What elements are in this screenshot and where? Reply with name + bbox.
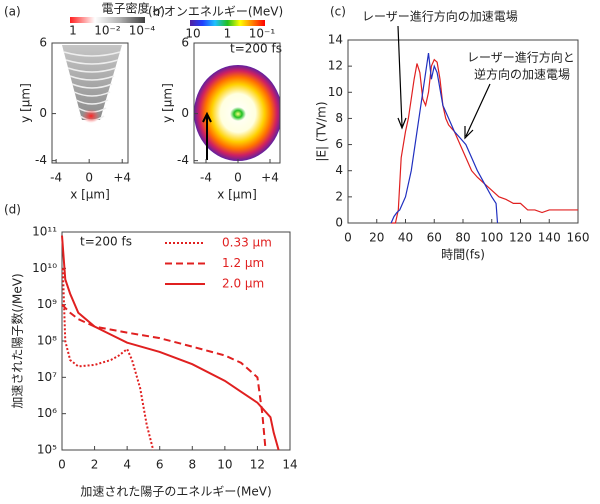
energy-core [230,107,246,121]
density-stripe [75,99,109,105]
y-tick-label: 8 [335,111,343,125]
x-tick-label: 20 [369,231,384,245]
colorbar-label: 10 [185,27,200,41]
density-stripe [65,59,119,65]
axes-frame [193,42,281,164]
y-tick-label: -4 [177,153,189,167]
x-axis-label: 時間(fs) [441,248,485,262]
arrow [202,111,212,160]
y-axis-label: |E| (TV/m) [315,101,329,161]
x-axis-label: x [μm] [217,188,257,202]
line-series [61,303,267,451]
x-tick-label: +4 [261,171,279,185]
colorbar-title: イオンエネルギー(MeV) [152,5,283,19]
x-tick-label: 8 [188,458,196,472]
panel-label: (a) [4,5,21,19]
legend-label: 1.2 μm [222,256,264,270]
panel-label: (b) [148,5,165,19]
density-stripe [71,83,113,89]
y-tick-label: 10⁷ [37,370,57,384]
density-stripe [63,51,121,57]
image-area [194,65,280,161]
legend-label: 0.33 μm [222,236,272,250]
x-tick-label: 4 [123,458,131,472]
x-tick-label: -4 [200,171,212,185]
y-tick-label: 0 [181,106,189,120]
density-blob [82,109,100,123]
y-tick-label: 14 [328,33,343,47]
density-stripe [73,91,111,97]
x-tick-label: 2 [91,458,99,472]
y-tick-label: 0 [39,106,47,120]
colorbar [190,20,265,26]
legend-label: 2.0 μm [222,277,264,291]
y-tick-label: 10¹⁰ [32,261,57,275]
annotation: レーザー進行方向の加速電場 [362,9,518,24]
colorbar-label: 1 [224,27,232,41]
x-tick-label: 14 [282,458,297,472]
x-tick-label: 80 [455,231,470,245]
y-tick-label: 0 [335,216,343,230]
density-stripe [67,67,117,73]
y-tick-label: 2 [335,189,343,203]
y-tick-label: 10¹¹ [32,225,57,239]
annotation: レーザー進行方向と [467,50,575,65]
x-tick-label: 40 [398,231,413,245]
x-tick-label: 100 [480,231,503,245]
colorbar-label: 1 [69,24,77,38]
y-tick-label: 6 [335,137,343,151]
x-tick-label: 140 [538,231,561,245]
line-series [390,52,499,224]
y-tick-label: 4 [335,163,343,177]
colorbar-label: 10⁻⁴ [129,24,156,38]
y-tick-label: 10⁹ [37,297,57,311]
annotation: t=200 fs [230,42,282,56]
colorbar [70,17,145,23]
y-tick-label: 12 [328,59,343,73]
x-tick-label: 12 [250,458,265,472]
colorbar-title: 電子密度 [101,1,149,16]
x-tick-label: 6 [156,458,164,472]
y-tick-label: 6 [181,36,189,50]
line-series [61,268,155,451]
y-tick-label: 10⁸ [37,334,57,348]
colorbar-label: 10⁻¹ [249,27,276,41]
x-tick-label: 0 [58,458,66,472]
y-tick-label: -4 [35,153,47,167]
image-area [58,45,122,160]
y-tick-label: 10⁵ [37,443,57,457]
x-tick-label: -4 [50,171,62,185]
y-axis-label: 加速された陽子数(/MeV) [10,273,25,408]
annotation: t=91 fs [82,145,126,159]
arrow [58,107,70,160]
x-tick-label: 0 [344,231,352,245]
x-axis-label: 加速された陽子のエネルギー(MeV) [80,485,271,499]
annotation: 逆方向の加速電場 [474,67,570,82]
y-tick-label: 10 [328,85,343,99]
x-tick-label: +4 [113,171,131,185]
y-tick-label: 6 [39,36,47,50]
arrow [464,83,491,140]
density-stripe [69,75,115,81]
line-series [61,235,280,451]
panel-label: (c) [330,5,346,19]
line-series [391,58,578,224]
x-axis-label: x [μm] [70,188,110,202]
x-tick-label: 0 [234,171,242,185]
y-axis-label: y [μm] [19,83,33,123]
axes-frame [51,42,129,164]
annotation: t=200 fs [80,235,132,249]
x-tick-label: 160 [567,231,590,245]
colorbar-label: 10⁻² [94,24,121,38]
panel-label: (d) [4,203,21,217]
arrow [397,25,407,130]
x-tick-label: 120 [509,231,532,245]
y-tick-label: 10⁶ [37,406,57,420]
x-tick-label: 0 [85,171,93,185]
x-tick-label: 60 [427,231,442,245]
x-tick-label: 10 [217,458,232,472]
y-axis-label: y [μm] [161,83,175,123]
